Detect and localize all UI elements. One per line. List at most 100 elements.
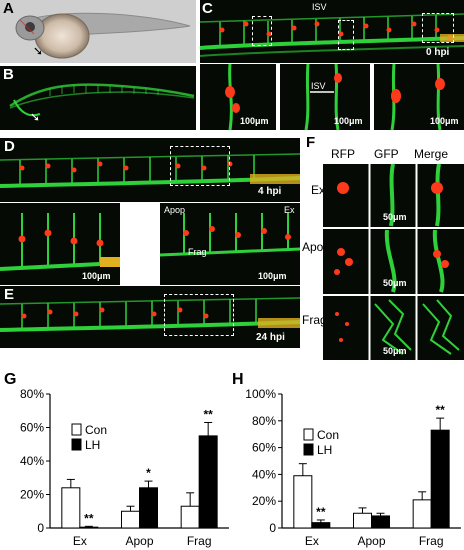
scale-label-f2: 50μm xyxy=(383,278,407,288)
inset-box-3 xyxy=(422,13,454,43)
panel-c-trunk-image: C ISV 0 hpi xyxy=(200,0,464,63)
y-tick-label: 20% xyxy=(20,488,44,502)
panel-d-inset-1: 100μm xyxy=(0,203,120,285)
arrow-icon: ➘ xyxy=(33,44,44,58)
bar-con xyxy=(61,487,81,529)
bar-con xyxy=(121,510,140,529)
y-tick-label: 80% xyxy=(252,414,276,428)
x-tick-label: Apop xyxy=(125,534,153,548)
bar-lh xyxy=(311,522,331,529)
panel-label-a: A xyxy=(3,0,14,17)
y-tick-label: 100% xyxy=(245,387,276,401)
legend-swatch-lh xyxy=(71,438,82,451)
row-label-ex: Ex xyxy=(311,183,326,197)
x-tick-label: Frag xyxy=(187,534,212,548)
y-tick-label: 20% xyxy=(252,494,276,508)
panel-d-trunk-image: D 4 hpi xyxy=(0,138,300,202)
legend-label-con: Con xyxy=(317,428,339,442)
panel-f-cells-illustration xyxy=(323,164,464,360)
inset-box-2 xyxy=(338,20,354,50)
time-label-e: 24 hpi xyxy=(256,332,285,343)
embryo-vasculature-illustration xyxy=(9,83,195,117)
panel-b-fluorescence-image: B ➘ xyxy=(0,66,196,130)
y-tick-label: 0 xyxy=(37,521,44,535)
inset-box-e xyxy=(164,294,234,336)
y-tick-label: 60% xyxy=(252,441,276,455)
inset-vessel-illustration xyxy=(160,213,300,257)
x-tick-label: Frag xyxy=(419,534,444,548)
scale-label-f1: 50μm xyxy=(383,212,407,222)
bar-con xyxy=(353,512,372,529)
inset-vessel-illustration xyxy=(390,64,445,130)
x-tick-label: Ex xyxy=(73,534,87,548)
column-header-merge: Merge xyxy=(414,147,449,161)
scale-label-c1: 100μm xyxy=(240,116,269,126)
significance-marker: * xyxy=(146,466,151,480)
legend-swatch-con xyxy=(71,423,82,436)
legend-label-lh: LH xyxy=(85,438,100,452)
panel-e-trunk-image: E 24 hpi xyxy=(0,286,300,348)
panel-label-f: F xyxy=(306,134,316,151)
scale-label-c3: 100μm xyxy=(430,116,459,126)
panel-label-e: E xyxy=(4,286,15,303)
isv-inset-label: ISV xyxy=(311,81,326,91)
time-label-d: 4 hpi xyxy=(258,186,282,197)
significance-marker: ** xyxy=(316,505,326,519)
row-label-frag: Frag xyxy=(302,313,327,327)
legend-label-con: Con xyxy=(85,423,107,437)
y-tick-label: 0 xyxy=(269,521,276,535)
scale-label-d2: 100μm xyxy=(258,271,287,281)
x-tick-label: Ex xyxy=(305,534,319,548)
scale-label-f3: 50μm xyxy=(383,346,407,356)
significance-marker: ** xyxy=(84,511,94,525)
panel-label-b: B xyxy=(3,66,14,83)
bar-con xyxy=(412,499,432,529)
inset-box-1 xyxy=(252,16,272,46)
panel-c-inset-2: ISV 100μm xyxy=(280,64,370,130)
panel-label-d: D xyxy=(4,138,15,155)
column-header-gfp: GFP xyxy=(374,147,399,161)
scale-label-d1: 100μm xyxy=(82,271,111,281)
panel-d-inset-2: Apop Ex Frag 100μm xyxy=(160,203,300,285)
time-label-c: 0 hpi xyxy=(426,47,450,58)
legend-swatch-con xyxy=(303,428,314,441)
bar-con xyxy=(293,475,313,529)
bar-lh xyxy=(79,526,99,529)
x-tick-label: Apop xyxy=(357,534,385,548)
panel-label-h: H xyxy=(232,371,244,388)
y-tick-label: 40% xyxy=(20,454,44,468)
bar-lh xyxy=(139,487,158,529)
bar-con xyxy=(180,505,200,529)
bar-lh xyxy=(371,515,390,529)
significance-marker: ** xyxy=(435,403,445,417)
panel-f-grid: 50μm 50μm 50μm xyxy=(323,164,464,360)
inset-box-d xyxy=(170,146,230,186)
trunk-vessels-illustration xyxy=(200,13,464,57)
inset-vessel-illustration xyxy=(0,213,120,271)
panel-label-g: G xyxy=(4,371,17,388)
inset-vessel-illustration xyxy=(304,64,342,130)
ex-label: Ex xyxy=(284,205,295,215)
legend-swatch-lh xyxy=(303,443,314,456)
isv-label: ISV xyxy=(312,2,327,12)
scale-label-c2: 100μm xyxy=(334,116,363,126)
panel-a-brightfield-image: A ➘ xyxy=(0,0,196,63)
y-tick-label: 40% xyxy=(252,467,276,481)
apop-label: Apop xyxy=(164,205,186,215)
y-tick-label: 60% xyxy=(20,421,44,435)
trunk-vessels-illustration xyxy=(0,297,300,332)
panel-c-inset-3: 100μm xyxy=(374,64,464,130)
legend-label-lh: LH xyxy=(317,443,332,457)
inset-vessel-illustration xyxy=(225,64,240,130)
bar-lh xyxy=(198,435,218,529)
trunk-vessels-illustration xyxy=(0,153,300,188)
arrow-icon: ➘ xyxy=(30,110,41,124)
embryo-illustration xyxy=(0,0,196,63)
panel-label-c: C xyxy=(202,0,213,17)
column-header-rfp: RFP xyxy=(331,147,355,161)
bar-lh xyxy=(430,429,450,529)
frag-label: Frag xyxy=(188,247,207,257)
y-tick-label: 80% xyxy=(20,387,44,401)
